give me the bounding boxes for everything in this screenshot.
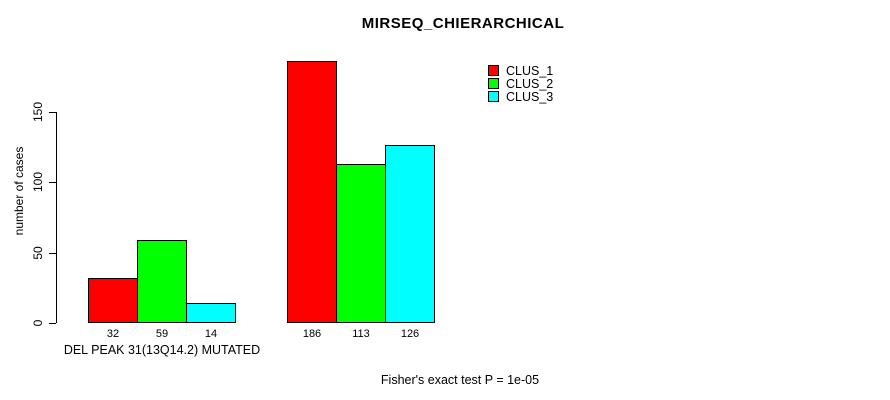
y-axis-line — [56, 111, 57, 323]
bar-clus_2-group1 — [137, 239, 187, 323]
y-tick-label: 50 — [31, 245, 45, 260]
bar-clus_3-group2 — [385, 145, 435, 323]
y-tick-mark — [49, 323, 56, 324]
chart-title: MIRSEQ_CHIERARCHICAL — [361, 15, 565, 32]
y-axis-label: number of cases — [12, 146, 26, 236]
legend: CLUS_1 CLUS_2 CLUS_3 — [488, 63, 554, 104]
x-axis-label: DEL PEAK 31(13Q14.2) MUTATED — [63, 343, 261, 357]
bar-value-label: 126 — [400, 328, 420, 340]
bar-value-label: 186 — [302, 328, 322, 340]
legend-swatch-clus_2 — [488, 78, 499, 89]
legend-swatch-clus_1 — [488, 65, 499, 76]
y-tick-label: 150 — [31, 101, 45, 122]
legend-row-clus_1: CLUS_1 — [488, 63, 554, 78]
legend-row-clus_2: CLUS_2 — [488, 76, 554, 91]
legend-label: CLUS_1 — [506, 63, 554, 78]
bar-value-label: 59 — [155, 328, 169, 340]
y-tick-mark — [49, 252, 56, 254]
y-tick-label: 0 — [31, 319, 45, 327]
bar-clus_1-group1 — [88, 277, 138, 323]
bar-clus_3-group1 — [186, 303, 236, 323]
bar-clus_1-group2 — [287, 60, 337, 323]
legend-label: CLUS_2 — [506, 76, 554, 91]
legend-label: CLUS_3 — [506, 89, 554, 104]
y-tick-mark — [49, 111, 56, 113]
fisher-test-footnote: Fisher's exact test P = 1e-05 — [380, 373, 540, 387]
y-tick-mark — [49, 182, 56, 183]
bar-value-label: 32 — [106, 328, 120, 340]
bar-clus_2-group2 — [336, 163, 386, 323]
bar-value-label: 14 — [204, 328, 218, 340]
legend-row-clus_3: CLUS_3 — [488, 89, 554, 104]
legend-swatch-clus_3 — [488, 91, 499, 102]
bar-value-label: 113 — [352, 328, 370, 340]
y-tick-label: 100 — [31, 171, 45, 193]
